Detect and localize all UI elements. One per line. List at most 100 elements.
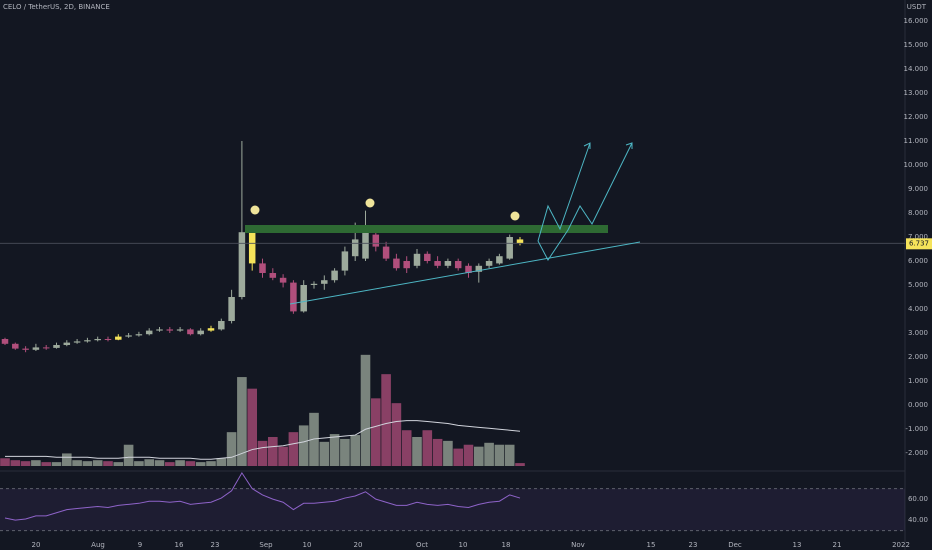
y-tick-label: 8.000	[908, 209, 928, 217]
volume-bar	[453, 448, 463, 466]
y-tick-label: 9.000	[908, 185, 928, 193]
candle-body	[238, 232, 246, 298]
y-tick-label: 2.000	[908, 353, 928, 361]
volume-bar	[494, 444, 505, 466]
candle-body	[63, 342, 71, 346]
volume-bar	[185, 461, 196, 466]
candle-body	[485, 261, 493, 266]
x-tick-label: 21	[833, 541, 842, 549]
volume-bar	[195, 462, 206, 466]
last-price-label: 6.737	[909, 239, 929, 247]
y-tick-label: -2.000	[905, 449, 928, 457]
candle-body	[300, 285, 307, 312]
volume-bar	[484, 442, 494, 466]
volume-bar	[432, 438, 443, 466]
arrow-head	[625, 142, 633, 149]
volume-bar	[134, 461, 144, 466]
volume-bar	[504, 444, 515, 466]
volume-bar	[31, 460, 41, 466]
volume-bar	[226, 432, 237, 466]
candle-body	[248, 232, 256, 264]
candle-body	[341, 251, 349, 271]
candle-body	[269, 273, 277, 278]
chart-title: CELO / TetherUS, 2D, BINANCE	[3, 3, 110, 11]
trendline	[289, 241, 641, 305]
volume-bar	[175, 460, 185, 466]
candle-body	[424, 253, 431, 262]
candle-body	[434, 261, 441, 266]
volume-bar	[381, 374, 391, 466]
volume-bar	[62, 453, 72, 466]
candle-body	[145, 330, 153, 335]
x-tick-label: 20	[32, 541, 41, 549]
candle-body	[279, 277, 287, 283]
volume-bar	[10, 460, 21, 466]
volume-bar	[329, 434, 340, 466]
volume-bar	[51, 462, 62, 466]
x-tick-label: 2022	[892, 541, 910, 549]
x-tick-label: 10	[459, 541, 468, 549]
rsi-tick-label: 40.00	[908, 516, 928, 524]
volume-bar	[20, 461, 31, 466]
y-tick-label: 4.000	[908, 305, 928, 313]
projection-path	[537, 142, 633, 261]
candle-body	[413, 253, 421, 266]
volume-bar	[340, 438, 350, 466]
candle-body	[115, 336, 122, 340]
candle-body	[156, 329, 163, 331]
y-tick-label: 5.000	[908, 281, 928, 289]
candle-body	[166, 329, 174, 331]
x-tick-label: 13	[793, 541, 802, 549]
volume-bar	[463, 444, 474, 466]
volume-bar	[443, 440, 453, 466]
candle-body	[104, 339, 112, 341]
candle-body	[135, 334, 143, 336]
volume-bar	[216, 458, 227, 466]
marker-dot	[365, 198, 375, 208]
y-tick-label: 1.000	[908, 377, 928, 385]
candle-body	[444, 261, 452, 266]
candle-body	[53, 345, 60, 348]
x-tick-label: 10	[303, 541, 312, 549]
candle-body	[475, 265, 483, 272]
volume-bar	[319, 441, 330, 466]
x-tick-label: 23	[211, 541, 220, 549]
y-tick-label: 16.000	[904, 17, 929, 25]
y-tick-label: -1.000	[905, 425, 928, 433]
volume-bar	[144, 459, 154, 466]
volume-bar	[401, 430, 412, 466]
candle-body	[506, 237, 513, 259]
volume-bar	[360, 354, 371, 466]
candle-body	[362, 229, 369, 259]
volume-ma-line	[5, 420, 521, 460]
arrow-head	[583, 142, 591, 149]
volume-bar	[165, 462, 175, 466]
candle-body	[393, 258, 400, 269]
volume-bar	[371, 398, 381, 466]
candle-body	[1, 339, 9, 344]
candle-body	[403, 261, 410, 269]
y-tick-label: 13.000	[904, 89, 929, 97]
candle-body	[465, 265, 472, 274]
y-tick-label: 10.000	[904, 161, 929, 169]
x-tick-label: 15	[647, 541, 656, 549]
y-tick-label: 3.000	[908, 329, 928, 337]
volume-bar	[0, 458, 10, 466]
volume-bar	[391, 403, 402, 466]
y-tick-label: 6.000	[908, 257, 928, 265]
candle-body	[454, 261, 462, 269]
candle-body	[351, 239, 359, 257]
candle-body	[372, 234, 380, 247]
candle-body	[228, 297, 235, 322]
candle-body	[259, 263, 266, 274]
volume-bar	[422, 430, 433, 466]
candle-body	[516, 239, 524, 244]
candle-body	[290, 282, 297, 312]
volume-bar	[206, 461, 216, 466]
candle-body	[73, 341, 81, 343]
x-tick-label: Aug	[91, 541, 105, 549]
volume-bar	[103, 461, 113, 466]
volume-bar	[474, 446, 484, 466]
marker-dot	[510, 211, 520, 221]
